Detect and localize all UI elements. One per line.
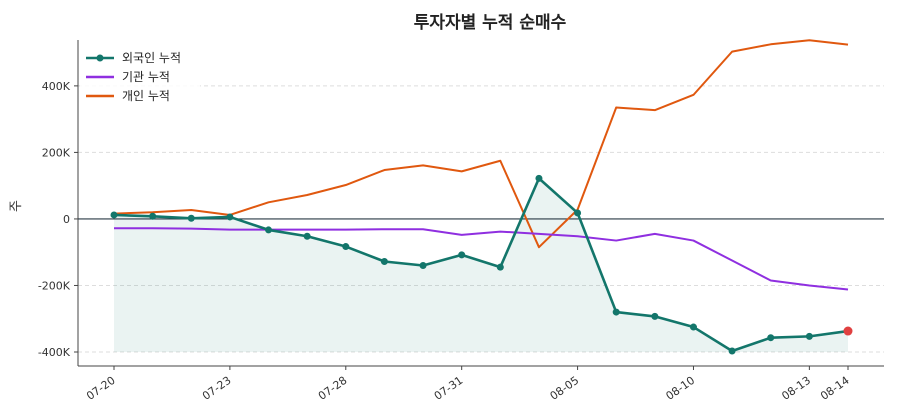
x-tick-label: 07-28 — [316, 374, 350, 403]
data-point — [535, 174, 543, 182]
series-line — [113, 177, 849, 353]
axes — [77, 40, 884, 367]
data-point — [419, 262, 427, 270]
data-point — [110, 211, 118, 219]
series-markers — [110, 174, 853, 355]
y-tick-label: -400K — [38, 346, 71, 359]
data-point — [303, 232, 311, 240]
legend-label: 개인 누적 — [122, 89, 170, 103]
legend-label: 외국인 누적 — [122, 51, 181, 65]
chart-title: 투자자별 누적 순매수 — [414, 13, 567, 33]
x-tick-label: 07-20 — [84, 374, 118, 403]
x-tick-label: 08-05 — [548, 374, 582, 403]
series-area-fill — [114, 178, 848, 352]
data-point — [805, 332, 813, 340]
data-point — [226, 213, 234, 221]
data-point — [187, 214, 195, 222]
grid-lines — [78, 85, 884, 353]
y-axis-label: 주 — [9, 200, 24, 212]
legend-marker — [96, 54, 104, 62]
data-point — [496, 263, 504, 271]
data-point — [612, 308, 620, 316]
data-point — [767, 334, 775, 342]
series-line — [113, 39, 849, 249]
y-tick-label: 0 — [63, 213, 70, 226]
data-point — [265, 226, 273, 234]
x-tick-label: 07-31 — [432, 374, 466, 403]
data-point — [728, 347, 736, 355]
x-tick-label: 07-23 — [200, 374, 234, 403]
data-point — [149, 212, 157, 220]
data-point — [651, 312, 659, 320]
data-point — [342, 243, 350, 251]
x-tick-labels: 07-20 07-23 07-28 07-31 08-05 08-10 08-13 08-14 — [84, 366, 852, 403]
y-tick-label: 400K — [42, 80, 71, 93]
x-tick-label: 08-13 — [779, 374, 813, 403]
data-point — [574, 209, 582, 217]
data-point — [689, 323, 697, 331]
last-point-marker — [843, 326, 853, 336]
area-fill — [114, 178, 848, 352]
y-tick-labels: -400K -200K 0 200K 400K — [38, 80, 78, 359]
series-line — [114, 227, 849, 291]
x-tick-label: 08-14 — [818, 374, 852, 403]
legend-label: 기관 누적 — [122, 70, 170, 84]
data-point — [380, 258, 388, 266]
y-tick-label: 200K — [42, 146, 71, 159]
x-tick-label: 08-10 — [664, 374, 698, 403]
y-tick-label: -200K — [38, 279, 71, 292]
data-point — [458, 251, 466, 259]
series-lines — [113, 39, 849, 353]
